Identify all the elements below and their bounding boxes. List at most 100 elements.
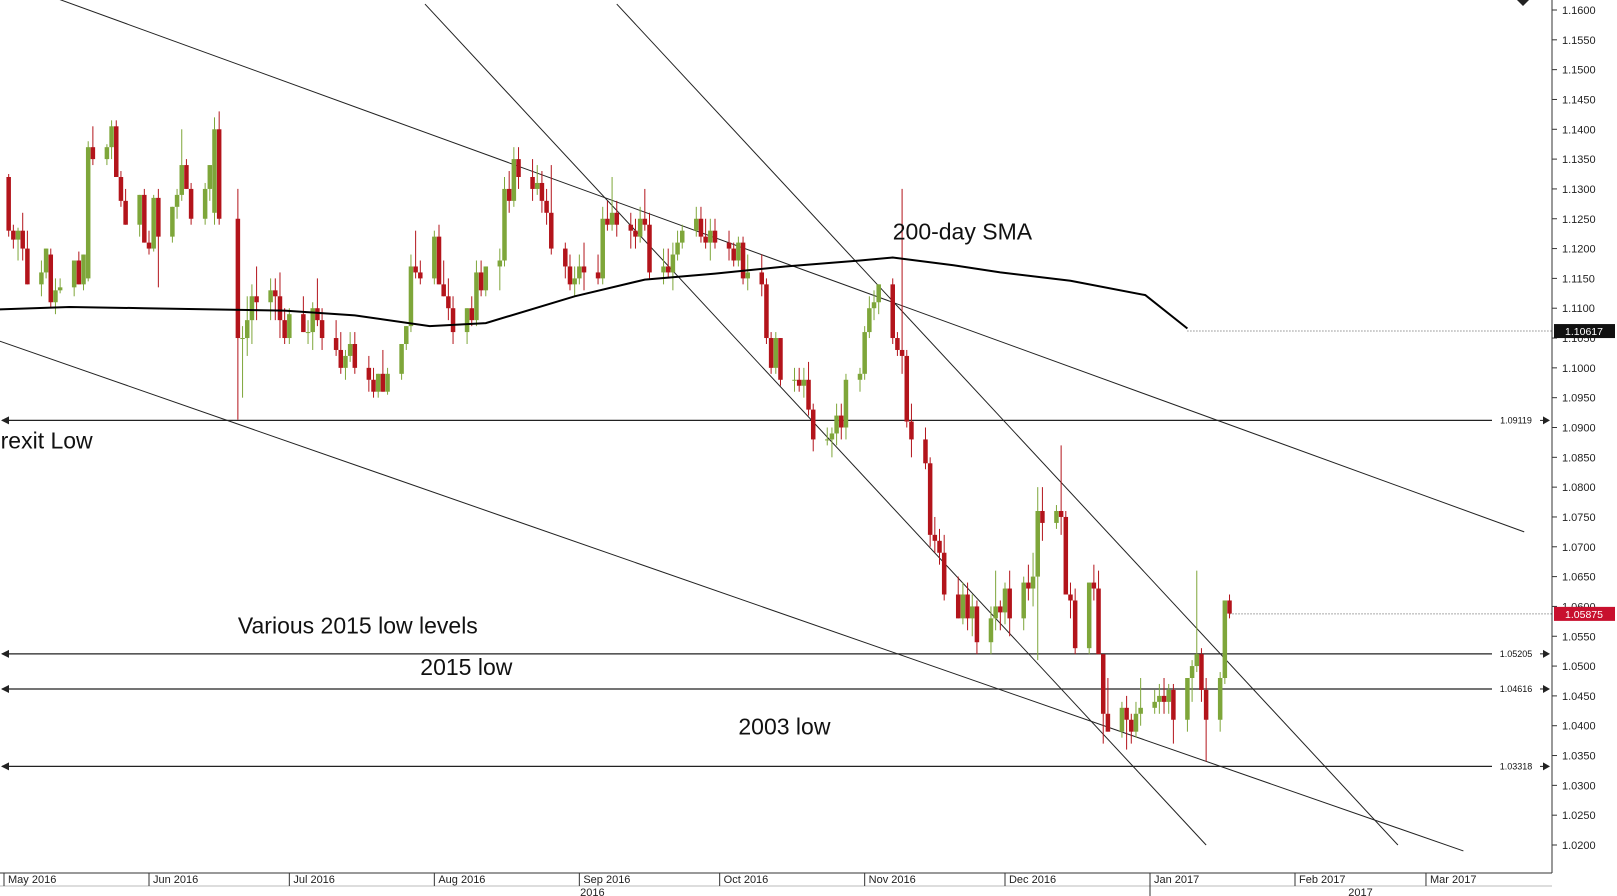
right-arrow-icon <box>1543 684 1550 693</box>
candle-body <box>974 606 980 643</box>
candle-body <box>764 284 769 339</box>
y-tick-label: 1.1500 <box>1562 65 1596 77</box>
candle-body <box>1072 600 1078 649</box>
candle-body <box>43 248 49 273</box>
x-month-label: Dec 2016 <box>1009 874 1056 886</box>
candle-body <box>932 534 938 541</box>
candle-body <box>244 320 250 339</box>
candle-body <box>347 344 353 356</box>
candle-body <box>114 126 119 177</box>
candle-body <box>1166 689 1171 702</box>
candle-body <box>1058 511 1064 517</box>
candle-body <box>399 344 404 374</box>
candle-body <box>1138 707 1143 714</box>
candle-body <box>436 236 442 285</box>
level-label-bg <box>1492 760 1540 773</box>
annotation-label: 2015 low <box>420 654 512 680</box>
y-tick-label: 1.1100 <box>1562 303 1595 315</box>
y-tick-label: 1.1550 <box>1562 35 1596 47</box>
candle-body <box>156 197 161 237</box>
candle-body <box>1105 713 1111 732</box>
candle-body <box>796 379 802 386</box>
candle-body <box>1091 582 1097 589</box>
candle-body <box>1002 588 1008 613</box>
y-tick-label: 1.1150 <box>1562 273 1595 285</box>
candle-body <box>595 272 601 279</box>
trendline <box>424 3 1207 846</box>
horizontal-levels: 1.09119 1.05205 1.04616 1.03318 <box>1 330 1552 773</box>
candle-body <box>1040 511 1045 523</box>
candle-body <box>970 606 975 619</box>
candle-body <box>904 355 910 422</box>
left-arrow-icon <box>1 649 9 658</box>
candle-body <box>993 606 998 619</box>
x-month-label: May 2016 <box>8 874 56 886</box>
annotation-label: 200-day SMA <box>893 219 1033 245</box>
candle-body <box>352 344 358 368</box>
candle-body <box>333 338 339 350</box>
candle-body <box>338 349 344 368</box>
candle-body <box>366 367 372 380</box>
candle-body <box>726 242 732 249</box>
candle-body <box>909 421 914 440</box>
candle-body <box>572 278 577 285</box>
candle-body <box>184 165 189 189</box>
candle-body <box>1124 707 1129 720</box>
candle-body <box>923 439 928 464</box>
candle-body <box>530 177 535 189</box>
candle-body <box>188 188 194 219</box>
candle-body <box>876 284 881 303</box>
candle-body <box>174 194 180 207</box>
candle-body <box>319 320 325 339</box>
candle-body <box>1189 666 1195 678</box>
candle-body <box>857 373 863 380</box>
candle-body <box>464 308 470 333</box>
candle-body <box>15 230 21 240</box>
candle-body <box>441 284 446 297</box>
candle-body <box>506 188 512 201</box>
y-tick-label: 1.1600 <box>1562 5 1596 17</box>
candles <box>6 111 1232 762</box>
candle-body <box>824 439 830 441</box>
y-tick-label: 1.0200 <box>1562 840 1596 852</box>
candle-body <box>778 338 783 380</box>
candle-body <box>703 236 708 243</box>
candle-body <box>90 147 96 160</box>
y-tick-label: 1.0900 <box>1562 423 1596 435</box>
candle-body <box>39 272 44 285</box>
candle-body <box>965 594 970 619</box>
candle-body <box>142 194 147 243</box>
level-label-bg <box>1492 647 1540 660</box>
sma-line <box>0 256 1189 330</box>
candle-body <box>895 338 900 350</box>
y-tick-label: 1.0300 <box>1562 780 1596 792</box>
level-label-bg <box>1492 682 1540 695</box>
menu-chevron-down-icon[interactable] <box>1517 0 1529 6</box>
candle-body <box>254 296 259 303</box>
y-tick-label: 1.0400 <box>1562 721 1596 733</box>
candle-body <box>235 218 241 339</box>
candle-body <box>282 320 287 339</box>
candle-body <box>137 194 142 225</box>
candle-body <box>343 355 348 368</box>
candle-body <box>759 272 765 285</box>
price-markers: 1.10617 1.05875 <box>1554 324 1615 621</box>
candle-body <box>731 248 736 261</box>
candle-body <box>1194 654 1200 667</box>
candle-body <box>792 379 797 381</box>
candle-body <box>151 197 156 249</box>
y-tick-label: 1.0750 <box>1562 512 1596 524</box>
candle-body <box>694 218 699 231</box>
candle-body <box>899 349 905 356</box>
candle-body <box>960 594 966 619</box>
x-year-label: 2016 <box>580 887 604 896</box>
x-month-label: Sep 2016 <box>583 874 630 886</box>
candle-body <box>1199 654 1204 690</box>
trendline <box>59 0 1525 533</box>
candle-body <box>843 379 849 428</box>
y-tick-label: 1.0450 <box>1562 691 1596 703</box>
candle-body <box>614 212 620 225</box>
candle-body <box>502 188 507 261</box>
candle-body <box>249 296 255 321</box>
